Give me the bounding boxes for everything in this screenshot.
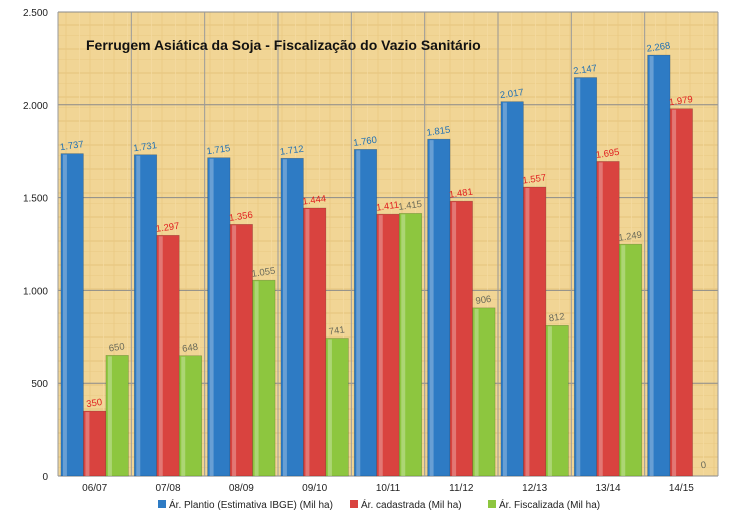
x-tick-label: 11/12	[449, 483, 474, 494]
bar-highlight	[85, 412, 90, 476]
bar	[60, 153, 84, 477]
legend-label: Ár. Fiscalizada (Mil ha)	[499, 498, 600, 511]
data-label: 1.979	[668, 94, 693, 108]
bar	[156, 234, 180, 477]
bar-highlight	[232, 225, 237, 476]
x-tick-label: 12/13	[522, 483, 547, 494]
legend-swatch	[158, 500, 166, 508]
bar-highlight	[136, 155, 141, 477]
x-tick-label: 07/08	[155, 483, 180, 494]
data-label: 0	[700, 460, 707, 472]
data-label: 1.411	[375, 200, 399, 214]
bar-highlight	[181, 356, 186, 476]
bar	[545, 324, 569, 477]
bar-highlight	[158, 236, 163, 476]
data-label: 2.147	[573, 63, 598, 77]
data-label: 1.356	[228, 210, 253, 224]
bar-highlight	[356, 150, 361, 476]
bar	[618, 243, 643, 477]
bar-highlight	[474, 308, 479, 476]
data-label: 1.760	[353, 135, 378, 149]
y-tick-label: 0	[42, 472, 48, 483]
bar-highlight	[547, 326, 552, 476]
data-label: 1.297	[155, 221, 180, 235]
bar-highlight	[254, 281, 259, 476]
bar-highlight	[525, 188, 530, 476]
bar	[472, 307, 496, 477]
y-tick-label: 2.000	[23, 101, 48, 112]
bar	[325, 338, 349, 477]
data-label: 1.444	[302, 193, 327, 207]
x-tick-label: 14/15	[669, 483, 694, 494]
data-label: 906	[475, 294, 492, 307]
bar-highlight	[429, 140, 434, 477]
data-label: 1.557	[522, 172, 547, 186]
bar-highlight	[672, 109, 677, 476]
bar	[105, 355, 129, 477]
bar-highlight	[305, 208, 310, 477]
legend-swatch	[350, 500, 358, 508]
bar	[398, 213, 423, 477]
data-label: 812	[548, 311, 565, 324]
data-label: 2.268	[646, 40, 671, 54]
bar-highlight	[401, 214, 406, 476]
data-label: 741	[328, 324, 345, 337]
bar-highlight	[649, 56, 654, 476]
data-label: 648	[182, 342, 199, 355]
bar-highlight	[327, 339, 332, 476]
data-label: 1.695	[595, 147, 620, 161]
bar	[178, 355, 203, 477]
data-label: 1.715	[206, 143, 231, 157]
y-tick-label: 2.500	[23, 8, 48, 19]
bar-highlight	[502, 102, 507, 476]
y-tick-label: 500	[31, 379, 48, 390]
bar-highlight	[107, 356, 112, 476]
data-label: 2.017	[499, 87, 524, 101]
bar-highlight	[209, 158, 214, 477]
bar-highlight	[282, 159, 287, 476]
x-tick-label: 13/14	[595, 483, 620, 494]
data-label: 1.712	[279, 144, 304, 158]
legend-swatch	[488, 500, 496, 508]
data-label: 350	[86, 397, 103, 410]
data-label: 1.055	[251, 266, 276, 280]
bar-highlight	[598, 162, 603, 476]
bar-highlight	[452, 202, 457, 476]
bar	[500, 101, 524, 477]
legend-label: Ár. cadastrada (Mil ha)	[361, 498, 462, 511]
bar-highlight	[378, 215, 383, 476]
bar	[669, 108, 693, 477]
bar-highlight	[576, 78, 581, 477]
data-label: 1.481	[448, 187, 473, 201]
x-tick-label: 09/10	[302, 483, 327, 494]
bar-highlight	[621, 245, 626, 476]
chart-title: Ferrugem Asiática da Soja - Fiscalização…	[86, 37, 481, 53]
data-label: 650	[108, 341, 125, 354]
y-tick-label: 1.000	[23, 286, 48, 297]
data-label: 1.249	[618, 230, 643, 244]
bar-highlight	[62, 154, 67, 476]
data-label: 1.737	[59, 139, 84, 153]
bar	[252, 279, 276, 477]
x-tick-label: 10/11	[376, 483, 401, 494]
data-label: 1.415	[398, 199, 423, 213]
x-tick-label: 06/07	[82, 483, 107, 494]
legend-label: Ár. Plantio (Estimativa IBGE) (Mil ha)	[169, 498, 333, 511]
data-label: 1.731	[133, 140, 158, 154]
y-tick-label: 1.500	[23, 194, 48, 205]
data-label: 1.815	[426, 125, 451, 139]
x-tick-label: 08/09	[229, 483, 254, 494]
